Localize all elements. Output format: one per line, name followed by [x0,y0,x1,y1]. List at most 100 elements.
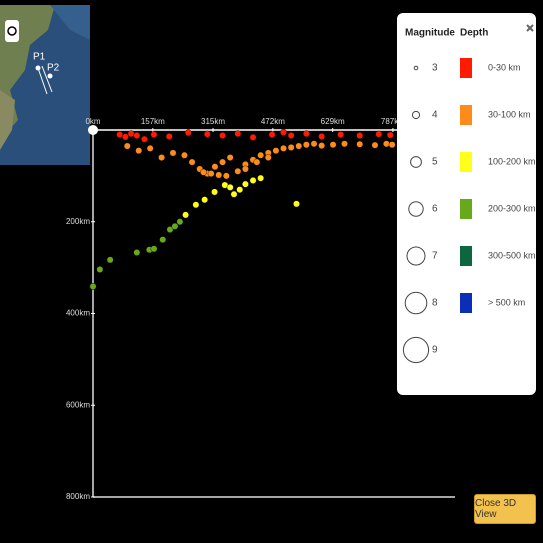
earthquake-point [264,154,272,161]
earthquake-point [200,168,207,176]
earthquake-point [253,158,261,166]
earthquake-point [176,218,184,226]
x-tick-label: 472km [261,117,285,126]
earthquake-point [133,132,141,139]
earthquake-point [211,163,219,171]
depth-label: 0-30 km [488,62,521,72]
x-tick-label: 157km [141,117,165,126]
earthquake-point [234,130,242,138]
magnitude-label: 5 [432,157,438,168]
earthquake-point [383,140,390,148]
x-tick-label: 787km [381,117,405,126]
magnitude-label: 9 [432,345,438,356]
earthquake-point [272,147,280,155]
earthquake-point [159,236,167,244]
earthquake-point [219,158,226,166]
earthquake-point [318,133,326,140]
legend-title: Depth [460,28,488,39]
magnitude-swatch [411,110,421,120]
y-tick-label: 400km [66,309,90,318]
magnitude-swatch [413,65,419,71]
earthquake-point [302,141,310,149]
depth-swatch [460,58,472,78]
earthquake-point [388,141,396,149]
earthquake-point [386,131,394,139]
earthquake-point [146,144,154,152]
earthquake-point [201,196,209,204]
earthquake-point [329,141,337,149]
earthquake-point [242,165,249,173]
earthquake-point [192,201,200,209]
earthquake-point [226,154,234,161]
earthquake-point [242,180,249,188]
earthquake-point [181,151,188,159]
earthquake-point [127,130,135,138]
map-thumbnail[interactable]: P1 P2 [0,5,90,165]
earthquake-point [236,186,244,194]
earthquake-point [257,151,265,159]
earthquake-point [121,133,129,141]
map-label: P1 [33,52,46,63]
depth-swatch [460,105,472,125]
legend-title: Magnitude [405,28,455,39]
earthquake-point [166,226,174,233]
depth-label: 300-500 km [488,250,536,260]
earthquake-point [257,174,265,182]
earthquake-point [287,144,295,151]
depth-label: 30-100 km [488,109,531,119]
legend: Magnitude Depth 3 4 5 6 7 8 9 0-30 km 30-100 km 100… [397,13,536,395]
plot: 0km 157km 315km 472km 629km 787km 200km 400km 60… [66,117,455,501]
earthquake-point [226,183,234,191]
earthquake-point [171,222,179,230]
earthquake-point [184,129,192,137]
earthquake-point [295,142,303,150]
earthquake-point [133,249,141,256]
earthquake-point [287,132,295,139]
button-label: Close 3D View [475,498,517,520]
x-tick-label: 0km [85,117,100,126]
y-tick-label: 200km [66,217,90,226]
magnitude-swatch [406,246,426,266]
depth-swatch [460,199,472,219]
close-3d-view-button[interactable]: Close 3D View [474,494,536,524]
earthquake-point [280,128,287,136]
y-tick-label: 800km [66,492,90,501]
close-legend[interactable] [526,24,534,32]
earthquake-point [150,245,158,253]
earthquake-point [356,132,364,139]
earthquake-point [222,172,230,180]
earthquake-point [230,190,238,198]
depth-label: > 500 km [488,297,525,307]
earthquake-point [310,140,318,148]
depth-label: 100-200 km [488,156,536,166]
earthquake-point [169,149,177,157]
magnitude-label: 7 [432,251,438,262]
magnitude-swatch [402,336,430,364]
earthquake-point [211,188,218,196]
earthquake-point [318,142,326,149]
magnitude-swatch [408,201,424,217]
magnitude-swatch [404,291,428,315]
earthquake-point [203,130,211,138]
magnitude-label: 8 [432,298,438,309]
earthquake-point [280,144,287,152]
earthquake-point [141,135,148,143]
x-tick-label: 629km [321,117,345,126]
earthquake-point [106,256,114,264]
map-label: P2 [47,63,60,74]
earthquake-point [182,211,189,219]
earthquake-point [234,167,242,175]
earthquake-point [96,266,104,273]
earthquake-point [337,131,345,138]
magnitude-label: 6 [432,204,438,215]
earthquake-point [89,283,97,290]
earthquake-point [135,147,143,155]
depth-swatch [460,152,472,172]
earthquake-point [219,132,226,139]
earthquake-point [150,131,158,138]
p1-marker [88,125,98,135]
earthquake-point [116,131,124,138]
depth-swatch [460,293,472,313]
